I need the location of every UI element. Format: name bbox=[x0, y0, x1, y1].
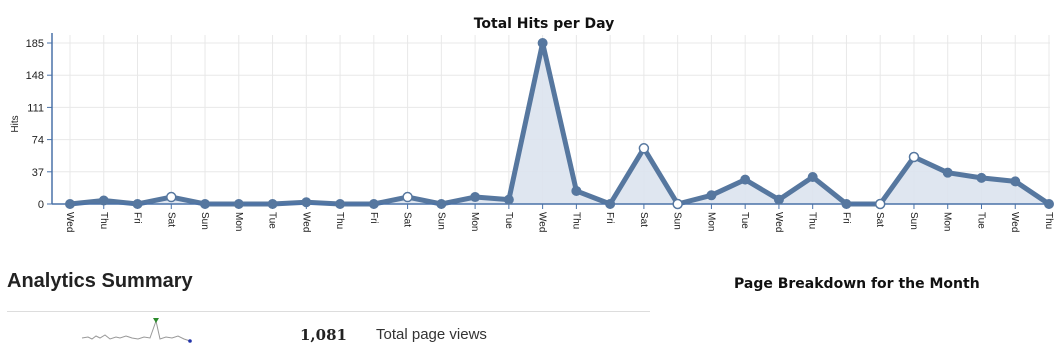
data-point bbox=[537, 38, 548, 48]
x-tick-label: Tue bbox=[739, 212, 750, 229]
x-tick-label: Thu bbox=[334, 212, 345, 229]
chart-title: Total Hits per Day bbox=[474, 16, 615, 32]
y-tick-label: 0 bbox=[38, 199, 44, 211]
y-tick-label: 111 bbox=[27, 102, 44, 114]
x-tick-label: Thu bbox=[570, 212, 581, 229]
data-point bbox=[301, 197, 312, 208]
x-tick-label: Wed bbox=[64, 212, 75, 232]
page-views-sparkline bbox=[81, 318, 192, 343]
data-point bbox=[368, 199, 379, 209]
data-point bbox=[233, 199, 244, 209]
data-point bbox=[605, 199, 616, 209]
data-point bbox=[166, 191, 177, 203]
data-point bbox=[503, 194, 514, 205]
summary-divider bbox=[7, 311, 650, 312]
data-point bbox=[65, 199, 75, 209]
data-point bbox=[98, 195, 109, 206]
data-point bbox=[638, 143, 650, 154]
data-point bbox=[874, 198, 886, 210]
x-axis-ticks: Wed Thu Fri Sat Sun Mon Tue Wed Thu Fri Sat Sun Mon T… bbox=[64, 204, 1054, 232]
x-tick-label: Mon bbox=[705, 212, 716, 231]
data-point bbox=[672, 198, 683, 210]
y-axis-label: Hits bbox=[10, 115, 21, 132]
x-tick-label: Sun bbox=[435, 212, 446, 230]
x-tick-label: Sat bbox=[874, 212, 885, 227]
x-tick-label: Fri bbox=[840, 212, 851, 224]
x-tick-label: Mon bbox=[469, 212, 480, 231]
y-tick-label: 185 bbox=[26, 38, 44, 50]
data-point bbox=[571, 185, 582, 196]
x-tick-label: Tue bbox=[267, 212, 278, 229]
x-tick-label: Tue bbox=[975, 212, 986, 229]
data-point bbox=[402, 191, 413, 203]
hits-points bbox=[65, 38, 1054, 210]
x-tick-label: Thu bbox=[98, 212, 109, 229]
data-point bbox=[335, 199, 346, 209]
x-tick-label: Sun bbox=[199, 212, 210, 230]
y-tick-label: 148 bbox=[26, 70, 44, 82]
data-point bbox=[706, 190, 717, 201]
y-tick-label: 74 bbox=[32, 135, 44, 147]
y-tick-label: 37 bbox=[32, 167, 44, 179]
analytics-summary-title: Analytics Summary bbox=[7, 270, 193, 292]
data-point bbox=[740, 174, 751, 185]
x-tick-label: Sat bbox=[638, 212, 649, 227]
x-tick-label: Tue bbox=[503, 212, 514, 229]
data-point bbox=[1010, 176, 1021, 187]
data-point bbox=[908, 151, 920, 163]
x-tick-label: Wed bbox=[300, 212, 311, 232]
x-tick-label: Thu bbox=[1043, 212, 1054, 229]
data-point bbox=[773, 194, 784, 205]
x-tick-label: Fri bbox=[604, 212, 615, 224]
x-tick-label: Wed bbox=[1009, 212, 1020, 232]
x-tick-label: Mon bbox=[233, 212, 244, 231]
x-tick-label: Mon bbox=[942, 212, 953, 231]
data-point bbox=[1044, 199, 1054, 209]
data-point bbox=[841, 199, 852, 209]
data-point bbox=[267, 199, 278, 209]
page-breakdown-title: Page Breakdown for the Month bbox=[734, 276, 980, 292]
data-point bbox=[470, 192, 481, 203]
hits-chart: Total Hits per Day 0 37 74 111 148 185 Wed Thu… bbox=[10, 16, 1054, 232]
y-axis-ticks: 0 37 74 111 148 185 bbox=[26, 38, 52, 211]
page-views-value: 1,081 bbox=[300, 326, 347, 344]
x-tick-label: Wed bbox=[537, 212, 548, 232]
data-point bbox=[436, 199, 447, 209]
x-tick-label: Sun bbox=[672, 212, 683, 230]
data-point bbox=[942, 167, 953, 178]
x-tick-label: Fri bbox=[132, 212, 143, 224]
data-point bbox=[200, 199, 211, 209]
x-tick-label: Sat bbox=[402, 212, 413, 227]
page-views-label: Total page views bbox=[376, 326, 487, 343]
x-tick-label: Thu bbox=[807, 212, 818, 229]
x-tick-label: Sun bbox=[908, 212, 919, 230]
data-point bbox=[807, 172, 818, 183]
data-point bbox=[132, 199, 143, 209]
x-tick-label: Fri bbox=[368, 212, 379, 224]
x-tick-label: Sat bbox=[165, 212, 176, 227]
data-point bbox=[976, 172, 987, 183]
x-tick-label: Wed bbox=[773, 212, 784, 232]
